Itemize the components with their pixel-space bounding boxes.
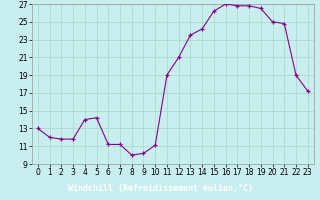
Text: Windchill (Refroidissement éolien,°C): Windchill (Refroidissement éolien,°C) xyxy=(68,184,252,193)
